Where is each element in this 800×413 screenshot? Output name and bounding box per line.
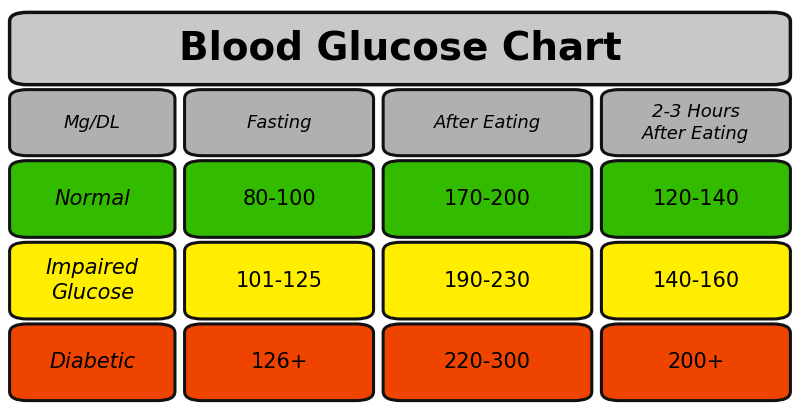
- Text: Blood Glucose Chart: Blood Glucose Chart: [178, 29, 622, 68]
- Text: 126+: 126+: [250, 352, 308, 372]
- Text: Mg/DL: Mg/DL: [64, 114, 121, 132]
- Text: 101-125: 101-125: [235, 271, 322, 291]
- FancyBboxPatch shape: [10, 161, 175, 237]
- Text: 220-300: 220-300: [444, 352, 531, 372]
- FancyBboxPatch shape: [383, 90, 592, 156]
- FancyBboxPatch shape: [185, 242, 374, 319]
- Text: 170-200: 170-200: [444, 189, 531, 209]
- FancyBboxPatch shape: [10, 90, 175, 156]
- Text: Normal: Normal: [54, 189, 130, 209]
- Text: 140-160: 140-160: [652, 271, 739, 291]
- FancyBboxPatch shape: [185, 324, 374, 401]
- FancyBboxPatch shape: [602, 324, 790, 401]
- FancyBboxPatch shape: [185, 161, 374, 237]
- FancyBboxPatch shape: [602, 161, 790, 237]
- Text: Fasting: Fasting: [246, 114, 312, 132]
- FancyBboxPatch shape: [10, 242, 175, 319]
- Text: 200+: 200+: [667, 352, 725, 372]
- FancyBboxPatch shape: [10, 12, 790, 85]
- FancyBboxPatch shape: [383, 242, 592, 319]
- Text: Diabetic: Diabetic: [50, 352, 135, 372]
- Text: 2-3 Hours
After Eating: 2-3 Hours After Eating: [642, 102, 750, 143]
- FancyBboxPatch shape: [602, 242, 790, 319]
- FancyBboxPatch shape: [185, 90, 374, 156]
- FancyBboxPatch shape: [602, 90, 790, 156]
- FancyBboxPatch shape: [383, 324, 592, 401]
- FancyBboxPatch shape: [10, 324, 175, 401]
- Text: 80-100: 80-100: [242, 189, 316, 209]
- Text: 120-140: 120-140: [653, 189, 739, 209]
- Text: 190-230: 190-230: [444, 271, 531, 291]
- Text: Impaired
Glucose: Impaired Glucose: [46, 258, 138, 303]
- FancyBboxPatch shape: [383, 161, 592, 237]
- Text: After Eating: After Eating: [434, 114, 541, 132]
